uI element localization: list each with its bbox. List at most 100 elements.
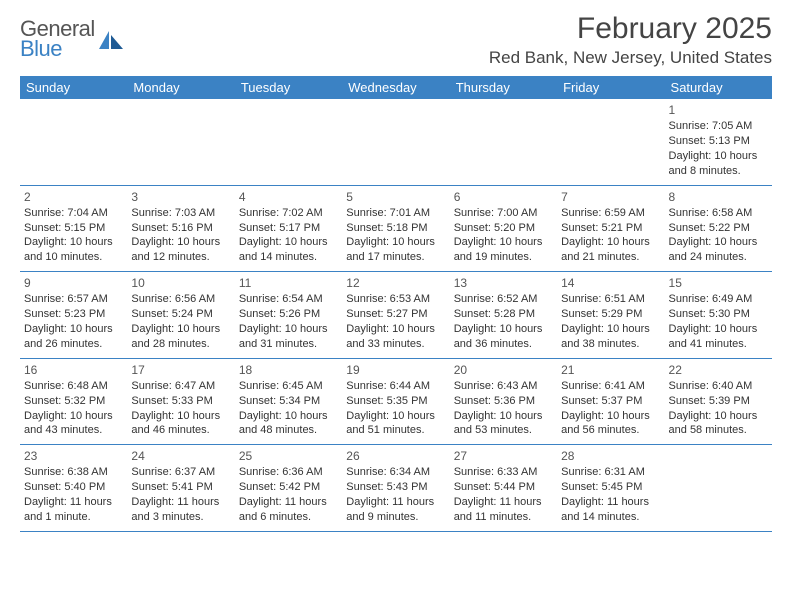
- day-info-line: Sunrise: 6:56 AM: [131, 292, 230, 307]
- day-info-line: Sunset: 5:18 PM: [346, 221, 445, 236]
- title-block: February 2025 Red Bank, New Jersey, Unit…: [489, 12, 772, 68]
- day-info-line: Daylight: 10 hours: [346, 322, 445, 337]
- calendar-day-cell: 13Sunrise: 6:52 AMSunset: 5:28 PMDayligh…: [450, 272, 557, 359]
- day-info-line: Sunrise: 6:36 AM: [239, 465, 338, 480]
- day-info-line: Sunrise: 6:34 AM: [346, 465, 445, 480]
- calendar-day-cell: 5Sunrise: 7:01 AMSunset: 5:18 PMDaylight…: [342, 185, 449, 272]
- day-info-line: Sunset: 5:20 PM: [454, 221, 553, 236]
- day-info-line: Sunset: 5:30 PM: [669, 307, 768, 322]
- calendar-day-cell: 2Sunrise: 7:04 AMSunset: 5:15 PMDaylight…: [20, 185, 127, 272]
- location-text: Red Bank, New Jersey, United States: [489, 48, 772, 68]
- calendar-day-cell: 9Sunrise: 6:57 AMSunset: 5:23 PMDaylight…: [20, 272, 127, 359]
- day-info-line: Sunrise: 6:45 AM: [239, 379, 338, 394]
- day-info-line: Daylight: 10 hours: [239, 235, 338, 250]
- day-number: 9: [24, 275, 123, 291]
- day-info-line: Daylight: 11 hours: [24, 495, 123, 510]
- day-info-line: Sunset: 5:36 PM: [454, 394, 553, 409]
- day-number: 10: [131, 275, 230, 291]
- day-info-line: Sunrise: 6:48 AM: [24, 379, 123, 394]
- day-info-line: and 6 minutes.: [239, 510, 338, 525]
- calendar-day-cell: [665, 445, 772, 532]
- calendar-day-cell: 7Sunrise: 6:59 AMSunset: 5:21 PMDaylight…: [557, 185, 664, 272]
- day-info-line: and 41 minutes.: [669, 337, 768, 352]
- calendar-day-cell: [235, 99, 342, 185]
- calendar-day-cell: [557, 99, 664, 185]
- day-info-line: Sunrise: 7:00 AM: [454, 206, 553, 221]
- calendar-week-row: 16Sunrise: 6:48 AMSunset: 5:32 PMDayligh…: [20, 358, 772, 445]
- day-info-line: Sunset: 5:24 PM: [131, 307, 230, 322]
- calendar-day-cell: 4Sunrise: 7:02 AMSunset: 5:17 PMDaylight…: [235, 185, 342, 272]
- calendar-day-cell: 27Sunrise: 6:33 AMSunset: 5:44 PMDayligh…: [450, 445, 557, 532]
- day-info-line: Daylight: 11 hours: [561, 495, 660, 510]
- day-info-line: Sunset: 5:42 PM: [239, 480, 338, 495]
- day-number: 12: [346, 275, 445, 291]
- day-info-line: Sunrise: 7:02 AM: [239, 206, 338, 221]
- day-number: 8: [669, 189, 768, 205]
- day-number: 7: [561, 189, 660, 205]
- day-number: 5: [346, 189, 445, 205]
- day-info-line: and 21 minutes.: [561, 250, 660, 265]
- day-info-line: Sunrise: 6:40 AM: [669, 379, 768, 394]
- weekday-header: Wednesday: [342, 76, 449, 99]
- calendar-day-cell: 24Sunrise: 6:37 AMSunset: 5:41 PMDayligh…: [127, 445, 234, 532]
- day-info-line: Sunrise: 6:41 AM: [561, 379, 660, 394]
- calendar-day-cell: [450, 99, 557, 185]
- day-info-line: Daylight: 10 hours: [454, 409, 553, 424]
- logo-text-block: General Blue: [20, 16, 95, 62]
- calendar-day-cell: 15Sunrise: 6:49 AMSunset: 5:30 PMDayligh…: [665, 272, 772, 359]
- day-info-line: and 46 minutes.: [131, 423, 230, 438]
- calendar-week-row: 9Sunrise: 6:57 AMSunset: 5:23 PMDaylight…: [20, 272, 772, 359]
- weekday-header: Tuesday: [235, 76, 342, 99]
- calendar-day-cell: 18Sunrise: 6:45 AMSunset: 5:34 PMDayligh…: [235, 358, 342, 445]
- day-info-line: and 10 minutes.: [24, 250, 123, 265]
- calendar-day-cell: 12Sunrise: 6:53 AMSunset: 5:27 PMDayligh…: [342, 272, 449, 359]
- day-info-line: and 19 minutes.: [454, 250, 553, 265]
- day-info-line: Daylight: 10 hours: [24, 322, 123, 337]
- day-info-line: Daylight: 10 hours: [561, 235, 660, 250]
- day-info-line: Sunrise: 6:53 AM: [346, 292, 445, 307]
- day-info-line: and 43 minutes.: [24, 423, 123, 438]
- calendar-day-cell: 25Sunrise: 6:36 AMSunset: 5:42 PMDayligh…: [235, 445, 342, 532]
- day-info-line: Sunrise: 6:31 AM: [561, 465, 660, 480]
- day-info-line: Sunset: 5:27 PM: [346, 307, 445, 322]
- day-number: 17: [131, 362, 230, 378]
- day-info-line: Daylight: 10 hours: [346, 409, 445, 424]
- day-number: 19: [346, 362, 445, 378]
- weekday-header: Monday: [127, 76, 234, 99]
- day-info-line: Daylight: 10 hours: [669, 409, 768, 424]
- day-number: 16: [24, 362, 123, 378]
- calendar-day-cell: 28Sunrise: 6:31 AMSunset: 5:45 PMDayligh…: [557, 445, 664, 532]
- day-info-line: Daylight: 10 hours: [669, 235, 768, 250]
- day-info-line: and 51 minutes.: [346, 423, 445, 438]
- day-info-line: Daylight: 11 hours: [131, 495, 230, 510]
- day-info-line: Daylight: 10 hours: [669, 149, 768, 164]
- day-info-line: Daylight: 11 hours: [239, 495, 338, 510]
- day-number: 27: [454, 448, 553, 464]
- day-info-line: and 3 minutes.: [131, 510, 230, 525]
- day-info-line: Sunset: 5:39 PM: [669, 394, 768, 409]
- day-info-line: and 31 minutes.: [239, 337, 338, 352]
- day-info-line: Sunrise: 6:44 AM: [346, 379, 445, 394]
- day-number: 26: [346, 448, 445, 464]
- day-info-line: and 24 minutes.: [669, 250, 768, 265]
- day-number: 28: [561, 448, 660, 464]
- calendar-day-cell: 14Sunrise: 6:51 AMSunset: 5:29 PMDayligh…: [557, 272, 664, 359]
- day-number: 4: [239, 189, 338, 205]
- calendar-day-cell: 16Sunrise: 6:48 AMSunset: 5:32 PMDayligh…: [20, 358, 127, 445]
- day-info-line: Sunrise: 6:49 AM: [669, 292, 768, 307]
- day-info-line: Daylight: 10 hours: [454, 322, 553, 337]
- day-info-line: and 14 minutes.: [561, 510, 660, 525]
- day-info-line: Daylight: 10 hours: [669, 322, 768, 337]
- day-info-line: Sunset: 5:15 PM: [24, 221, 123, 236]
- day-info-line: Sunset: 5:33 PM: [131, 394, 230, 409]
- day-number: 20: [454, 362, 553, 378]
- day-info-line: Sunset: 5:13 PM: [669, 134, 768, 149]
- day-info-line: Sunrise: 6:37 AM: [131, 465, 230, 480]
- day-info-line: Sunrise: 6:33 AM: [454, 465, 553, 480]
- calendar-day-cell: 19Sunrise: 6:44 AMSunset: 5:35 PMDayligh…: [342, 358, 449, 445]
- day-info-line: Sunrise: 7:03 AM: [131, 206, 230, 221]
- day-info-line: and 48 minutes.: [239, 423, 338, 438]
- day-number: 23: [24, 448, 123, 464]
- day-info-line: and 56 minutes.: [561, 423, 660, 438]
- calendar-day-cell: 21Sunrise: 6:41 AMSunset: 5:37 PMDayligh…: [557, 358, 664, 445]
